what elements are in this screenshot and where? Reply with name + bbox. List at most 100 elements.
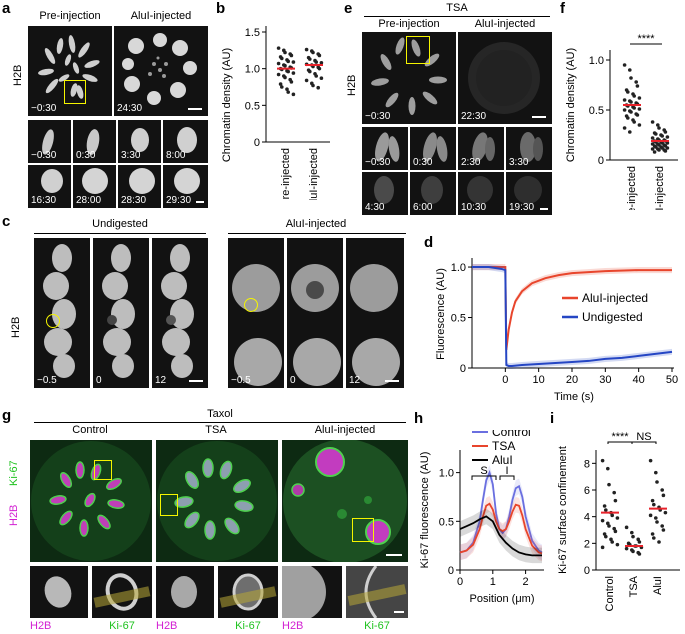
- header-rule: [228, 233, 406, 234]
- data-point: [606, 466, 610, 471]
- data-point: [635, 113, 640, 117]
- data-point: [317, 66, 322, 71]
- data-point: [655, 480, 659, 484]
- y-tick-label: 0.5: [451, 313, 466, 325]
- panel-b-xtick: Pre-injected: [280, 148, 292, 200]
- series-line: [459, 502, 543, 555]
- y-tick-label: 8: [584, 458, 590, 470]
- panel-g-header-control: Control: [72, 424, 108, 436]
- data-point: [624, 546, 629, 551]
- data-point: [622, 63, 627, 67]
- data-point: [650, 532, 655, 536]
- time-label: 24:30: [117, 103, 143, 114]
- panel-f-xtick: Pre-injected: [626, 166, 638, 210]
- data-point: [286, 90, 290, 94]
- data-point: [652, 150, 657, 154]
- header-rule: [34, 233, 206, 234]
- panel-g-control-image: [30, 440, 152, 562]
- time-label: −0:30: [31, 103, 57, 114]
- data-point: [604, 534, 608, 539]
- x-tick-label: 20: [566, 374, 578, 386]
- panel-h-xlabel: Position (μm): [469, 593, 534, 605]
- panel-f-label: f: [560, 0, 565, 17]
- panel-f-xtick: AluI-injected: [654, 166, 666, 210]
- data-point: [602, 504, 607, 508]
- inset-label-h2b: H2B: [30, 620, 52, 632]
- data-point: [661, 528, 666, 532]
- panel-c-undigested-image: −0.5: [34, 238, 90, 388]
- data-point: [655, 520, 659, 524]
- data-point: [622, 126, 627, 130]
- digested-chromatin: [122, 33, 197, 105]
- data-point: [654, 516, 658, 520]
- inset-box: [352, 518, 374, 542]
- data-point: [613, 498, 618, 503]
- data-point: [650, 147, 655, 151]
- error-band: [460, 464, 542, 561]
- inset-tile: 28:30: [118, 165, 161, 208]
- data-point: [635, 84, 640, 88]
- scale-bar: [386, 554, 402, 556]
- panel-c-alui-image: 12: [346, 238, 404, 388]
- panel-e-label: e: [344, 0, 353, 17]
- data-point: [665, 135, 670, 139]
- series-line: [472, 266, 673, 367]
- panel-a-label: a: [2, 0, 11, 17]
- panel-a-channel-label: H2B: [12, 64, 24, 86]
- panel-h-y-ticks: 0 0.5 1.0: [439, 468, 460, 577]
- header-rule: [364, 16, 550, 17]
- data-point: [304, 78, 309, 83]
- scale-bar: [189, 380, 203, 382]
- panel-i-y-ticks: 0 2 4 6 8: [584, 458, 596, 577]
- data-point: [632, 106, 636, 110]
- panel-h-label: h: [414, 410, 424, 427]
- panel-d-chart: Fluorescence (AU) 0 0.5 1.0 0 10 20 30 40 50 Al…: [435, 258, 678, 403]
- data-point: [604, 508, 608, 512]
- panel-i-points: [600, 458, 668, 556]
- panel-f-points: [622, 63, 670, 154]
- series-line: [459, 469, 543, 554]
- x-tick-label: 0: [502, 374, 508, 386]
- panel-g-header-alui: AluI-injected: [314, 424, 376, 436]
- data-point: [634, 80, 638, 84]
- panel-e-header-pre: Pre-injection: [378, 18, 440, 30]
- panel-g-ki67-label: Ki-67: [8, 460, 20, 486]
- panel-f-significance: ****: [637, 33, 655, 45]
- data-point: [631, 549, 635, 554]
- y-tick-label: 6: [584, 485, 590, 497]
- x-tick-label: 1: [490, 576, 496, 588]
- panel-i-xtick: Control: [604, 576, 616, 611]
- y-tick-label: 0.5: [245, 100, 260, 112]
- panel-b-ylabel: Chromatin density (AU): [221, 48, 233, 162]
- panel-d-y-ticks: 0 0.5 1.0: [451, 262, 472, 375]
- y-tick-label: 1.0: [451, 262, 466, 274]
- data-point: [628, 68, 632, 72]
- y-tick-label: 0.5: [439, 516, 454, 528]
- panel-i-significance-2: NS: [636, 431, 651, 443]
- panel-c-label: c: [2, 213, 11, 230]
- significance-bracket: [631, 441, 657, 444]
- y-tick-label: 0.5: [589, 105, 604, 117]
- panel-c-channel-label: H2B: [10, 316, 22, 338]
- x-tick-label: 40: [633, 374, 645, 386]
- chromosome-spread: [38, 35, 100, 99]
- inset-box: [64, 80, 86, 104]
- data-point: [650, 498, 655, 503]
- y-tick-label: 1.0: [589, 55, 604, 67]
- panel-e-alui-image: 22:30: [458, 32, 552, 124]
- panel-c-undigested-image: 12: [152, 238, 208, 388]
- inset-tile: 0:30: [73, 120, 116, 163]
- panel-i-xtick: TSA: [628, 575, 640, 597]
- data-point: [660, 524, 664, 528]
- data-point: [628, 130, 632, 134]
- data-point: [283, 50, 287, 55]
- panel-g-header-tsa: TSA: [205, 424, 227, 436]
- data-point: [600, 458, 605, 463]
- data-point: [624, 525, 629, 530]
- panel-a-pre-image: −0:30: [28, 26, 112, 116]
- x-tick-label: 50: [666, 374, 678, 386]
- data-point: [311, 50, 315, 55]
- y-tick-label: 1.0: [245, 64, 260, 76]
- data-point: [661, 493, 666, 498]
